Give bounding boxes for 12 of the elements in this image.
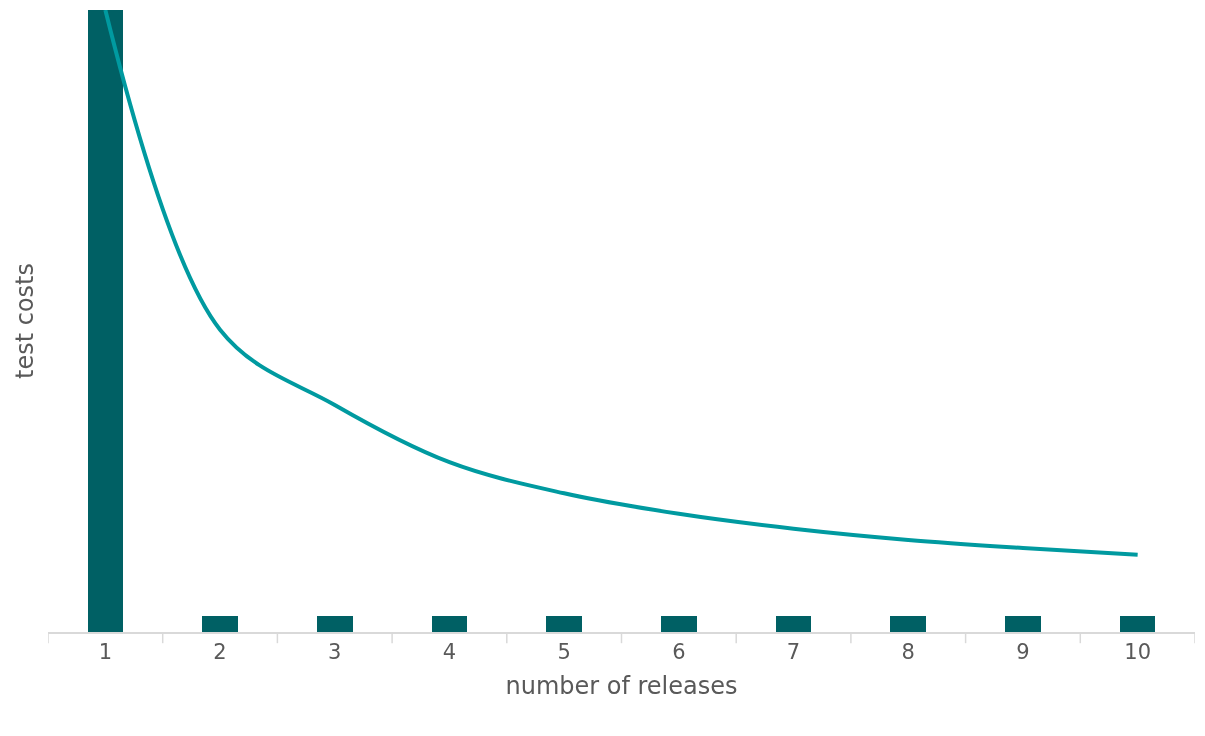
x-tick-label: 6 <box>672 639 686 664</box>
x-tick-label: 10 <box>1124 639 1152 664</box>
x-tick-label: 1 <box>98 639 113 664</box>
x-tick-label: 9 <box>1016 639 1030 664</box>
y-axis-title: test costs <box>11 262 40 380</box>
x-tick-label: 8 <box>901 639 915 664</box>
x-tick-label: 7 <box>786 639 801 664</box>
x-tick-label: 4 <box>442 639 457 664</box>
x-tick-label: 2 <box>213 639 227 664</box>
x-tick-label: 5 <box>557 639 571 664</box>
x-tick-label: 3 <box>328 639 342 664</box>
x-axis-title: number of releases <box>505 671 738 700</box>
